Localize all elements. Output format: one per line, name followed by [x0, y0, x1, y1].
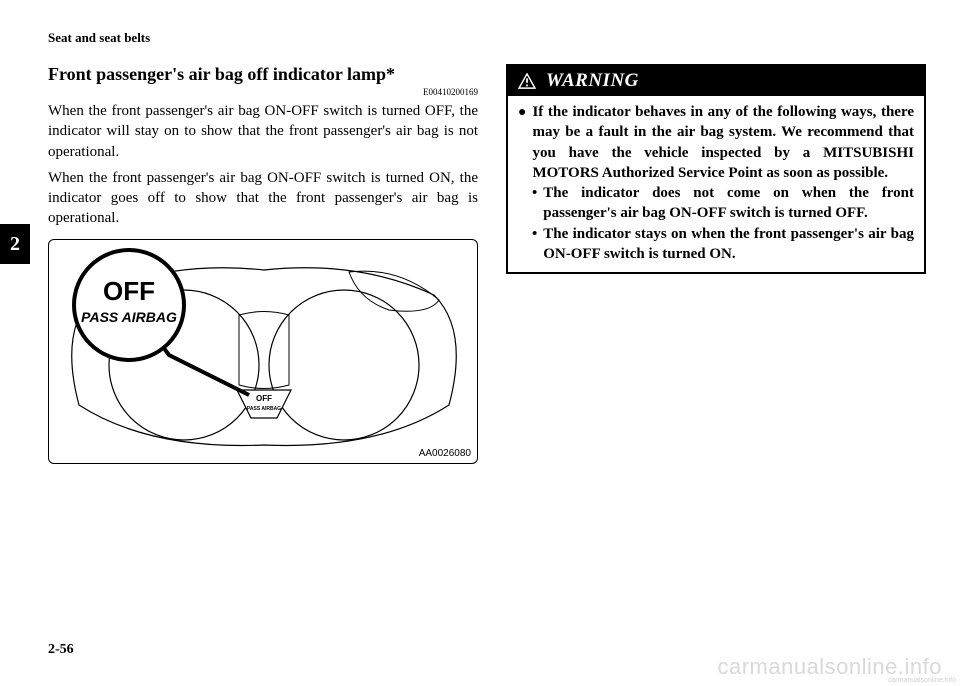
page-content: Seat and seat belts Front passenger's ai… — [0, 0, 960, 686]
page-number: 2-56 — [48, 642, 74, 658]
warning-box: WARNING ● If the indicator behaves in an… — [506, 64, 926, 274]
warning-item-text: If the indicator behaves in any of the f… — [532, 104, 914, 181]
svg-text:PASS AIRBAG: PASS AIRBAG — [247, 406, 281, 412]
warning-header: WARNING — [508, 66, 924, 96]
figure-id: AA0026080 — [419, 448, 471, 459]
running-header: Seat and seat belts — [48, 30, 912, 46]
left-column: Front passenger's air bag off indicator … — [48, 64, 478, 464]
warning-subitem: • The indicator does not come on when th… — [518, 183, 914, 224]
document-id: E00410200169 — [48, 87, 478, 97]
svg-text:OFF: OFF — [256, 394, 272, 403]
warning-subitem-text: The indicator does not come on when the … — [543, 185, 914, 221]
body-paragraph: When the front passenger's air bag ON-OF… — [48, 101, 478, 162]
warning-title: WARNING — [546, 70, 639, 92]
warning-triangle-icon — [518, 73, 536, 89]
warning-body: ● If the indicator behaves in any of the… — [508, 96, 924, 272]
dashboard-illustration: OFF PASS AIRBAG OFF PASS AIRBAG — [49, 240, 478, 464]
bullet-icon: ● — [518, 102, 526, 183]
dashboard-figure: OFF PASS AIRBAG OFF PASS AIRBAG AA002608… — [48, 239, 478, 464]
sub-bullet-icon: • — [532, 183, 537, 224]
watermark-small: carmanualsonline.info — [888, 677, 956, 684]
warning-subitem: • The indicator stays on when the front … — [518, 224, 914, 265]
warning-subitem-text: The indicator stays on when the front pa… — [543, 226, 914, 262]
right-column: WARNING ● If the indicator behaves in an… — [506, 64, 926, 464]
svg-text:OFF: OFF — [103, 276, 155, 306]
two-column-layout: Front passenger's air bag off indicator … — [48, 64, 912, 464]
sub-bullet-icon: • — [532, 224, 537, 265]
svg-text:PASS AIRBAG: PASS AIRBAG — [81, 309, 177, 325]
section-title: Front passenger's air bag off indicator … — [48, 64, 478, 85]
warning-item: ● If the indicator behaves in any of the… — [518, 102, 914, 183]
body-paragraph: When the front passenger's air bag ON-OF… — [48, 168, 478, 229]
